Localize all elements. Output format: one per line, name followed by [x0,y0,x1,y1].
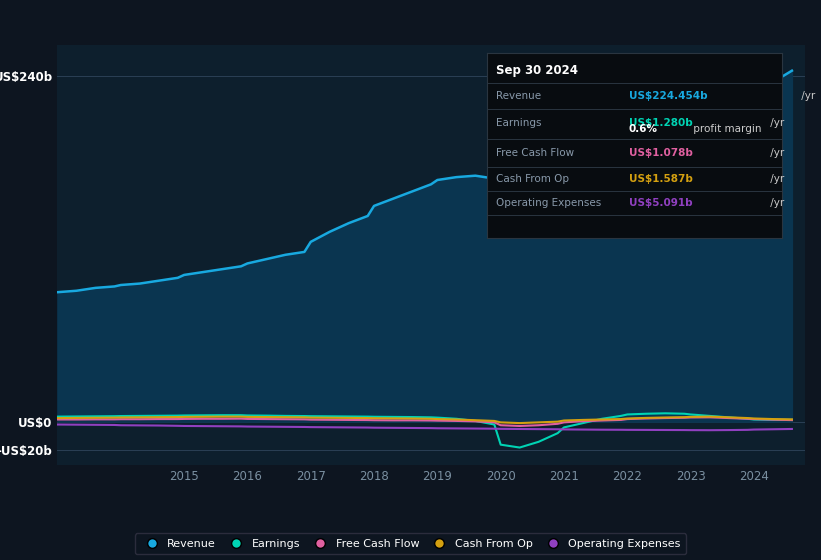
Text: /yr: /yr [767,118,784,128]
Text: Sep 30 2024: Sep 30 2024 [496,64,578,77]
Text: profit margin: profit margin [690,124,762,134]
Text: US$1.280b: US$1.280b [629,118,692,128]
Text: US$224.454b: US$224.454b [629,91,708,101]
Legend: Revenue, Earnings, Free Cash Flow, Cash From Op, Operating Expenses: Revenue, Earnings, Free Cash Flow, Cash … [135,533,686,554]
Text: /yr: /yr [767,148,784,158]
Text: /yr: /yr [797,91,814,101]
Text: Cash From Op: Cash From Op [496,174,569,184]
Text: US$5.091b: US$5.091b [629,198,692,208]
Text: US$1.078b: US$1.078b [629,148,693,158]
Text: Revenue: Revenue [496,91,541,101]
Text: US$1.587b: US$1.587b [629,174,693,184]
Text: Free Cash Flow: Free Cash Flow [496,148,574,158]
Text: 0.6%: 0.6% [629,124,658,134]
Text: Operating Expenses: Operating Expenses [496,198,601,208]
Text: /yr: /yr [767,174,784,184]
Text: /yr: /yr [767,198,784,208]
Text: Earnings: Earnings [496,118,541,128]
